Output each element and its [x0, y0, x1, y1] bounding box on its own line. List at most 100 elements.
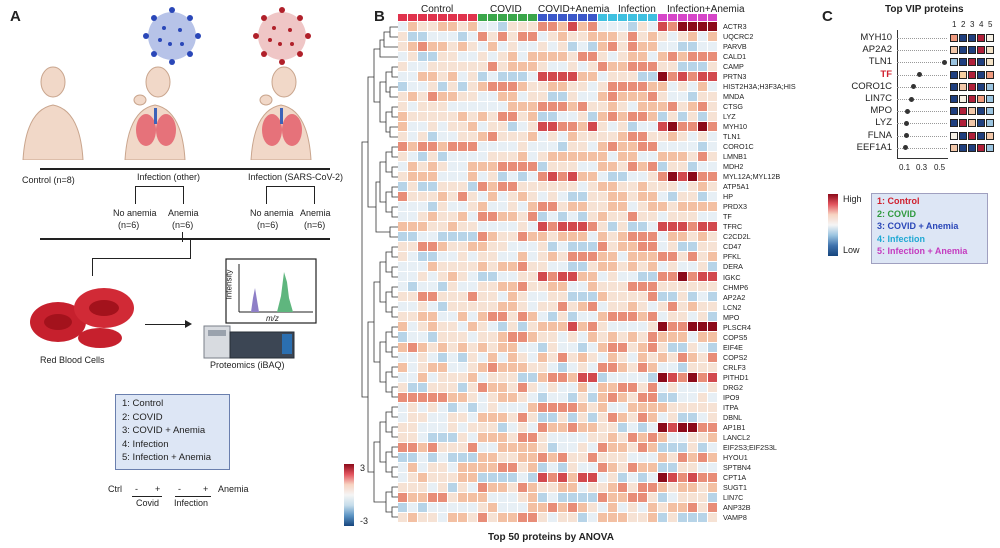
heatmap-cell — [448, 452, 458, 463]
heatmap-cell — [698, 452, 708, 463]
heatmap-cell — [448, 112, 458, 123]
heatmap-cell — [558, 392, 568, 403]
heatmap-cell — [488, 212, 498, 223]
heatmap-cell — [698, 512, 708, 523]
heatmap-cell — [588, 142, 598, 153]
heatmap-cell — [638, 222, 648, 233]
heatmap-cell — [598, 382, 608, 393]
heatmap-cell — [568, 412, 578, 423]
n6-label-1: (n=6) — [118, 220, 140, 230]
heatmap-cell — [538, 222, 548, 233]
heatmap-cell — [528, 132, 538, 143]
vip-col-3: 3 — [970, 20, 975, 29]
heatmap-cell — [428, 302, 438, 313]
heatmap-cell — [618, 482, 628, 493]
heatmap-cell — [658, 442, 668, 453]
heatmap-cell — [598, 52, 608, 63]
heatmap-cell — [668, 152, 678, 163]
heatmap-cell — [508, 312, 518, 323]
heatmap-cell — [618, 82, 628, 93]
heatmap-cell — [578, 192, 588, 203]
heatmap-cell — [478, 142, 488, 153]
heatmap-cell — [628, 162, 638, 173]
heatmap-cell — [518, 272, 528, 283]
heatmap-cell — [528, 492, 538, 503]
heatmap-cell — [608, 432, 618, 443]
heatmap-cell — [598, 132, 608, 143]
heatmap-cell — [648, 212, 658, 223]
heatmap-cell — [418, 482, 428, 493]
heatmap-cell — [428, 102, 438, 113]
heatmap-cell — [678, 502, 688, 513]
heatmap-cell — [608, 362, 618, 373]
heatmap-cell — [678, 82, 688, 93]
heatmap-cell — [468, 232, 478, 243]
heatmap-cell — [408, 32, 418, 43]
heatmap-cell — [438, 142, 448, 153]
heatmap-cell — [618, 392, 628, 403]
heatmap-cell — [548, 192, 558, 203]
heatmap-cell — [708, 292, 718, 303]
heatmap-cell — [408, 502, 418, 513]
heatmap-cell — [558, 102, 568, 113]
heatmap-cell — [688, 372, 698, 383]
heatmap-cell — [708, 272, 718, 283]
heatmap-cell — [528, 82, 538, 93]
heatmap-cell — [428, 312, 438, 323]
heatmap-cell — [448, 482, 458, 493]
heatmap-cell — [578, 122, 588, 133]
heatmap-cell — [598, 32, 608, 43]
heatmap-cell — [408, 442, 418, 453]
heatmap-cell — [458, 402, 468, 413]
heatmap-cell — [698, 472, 708, 483]
heatmap-cell — [498, 182, 508, 193]
heatmap-cell — [538, 422, 548, 433]
heatmap-cell — [488, 412, 498, 423]
heatmap-cell — [588, 412, 598, 423]
heatmap-cell — [548, 512, 558, 523]
heatmap-cell — [678, 42, 688, 53]
heatmap-cell — [458, 282, 468, 293]
heatmap-cell — [508, 442, 518, 453]
heatmap-cell — [648, 482, 658, 493]
heatmap-cell — [648, 292, 658, 303]
covid-underline — [132, 496, 162, 497]
heatmap-cell — [638, 362, 648, 373]
heatmap-cell — [468, 102, 478, 113]
heatmap-cell — [688, 502, 698, 513]
heatmap-cell — [428, 492, 438, 503]
heatmap-cell — [708, 22, 718, 33]
heatmap-cell — [708, 412, 718, 423]
heatmap-cell — [598, 212, 608, 223]
heatmap-cell — [578, 162, 588, 173]
heatmap-cell — [398, 492, 408, 503]
merge-line-1 — [182, 232, 183, 242]
heatmap-cell — [708, 462, 718, 473]
heatmap-cell — [628, 342, 638, 353]
vip-level-cell — [968, 107, 976, 116]
heatmap-cell — [618, 92, 628, 103]
heatmap-cell — [608, 102, 618, 113]
heatmap-cell — [658, 432, 668, 443]
heatmap-cell — [658, 102, 668, 113]
heatmap-cell — [548, 362, 558, 373]
heatmap-cell — [538, 172, 548, 183]
heatmap-cell — [568, 102, 578, 113]
heatmap-cell — [688, 132, 698, 143]
heatmap-cell — [498, 382, 508, 393]
heatmap-cell — [408, 152, 418, 163]
heatmap-cell — [638, 472, 648, 483]
heatmap-cell — [668, 422, 678, 433]
heatmap-cell — [448, 492, 458, 503]
heatmap-cell — [568, 212, 578, 223]
heatmap-cell — [428, 332, 438, 343]
heatmap-cell — [528, 252, 538, 263]
heatmap-cell — [608, 332, 618, 343]
vip-level-cell — [968, 82, 976, 91]
heatmap-cell — [428, 22, 438, 33]
heatmap-cell — [478, 102, 488, 113]
heatmap-cell — [508, 432, 518, 443]
heatmap-cell — [468, 322, 478, 333]
heatmap-cell — [688, 62, 698, 73]
heatmap-cell — [618, 142, 628, 153]
